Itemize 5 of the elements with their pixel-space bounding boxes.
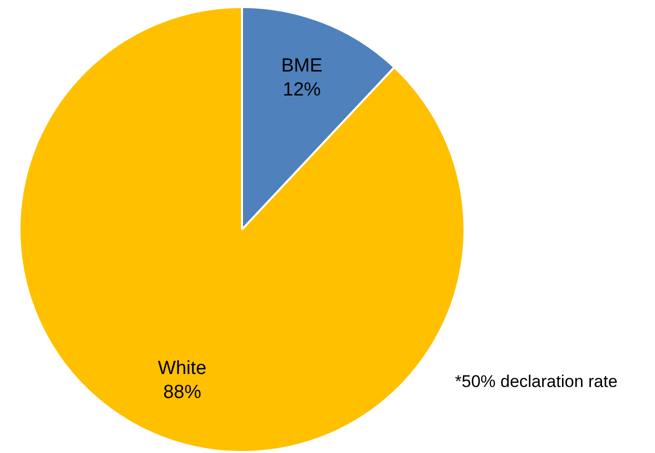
- data-label: 88%: [163, 382, 202, 403]
- data-label: 12%: [282, 80, 321, 101]
- slice-label: BME: [281, 56, 322, 77]
- slice-label: White: [158, 358, 206, 379]
- text: *50% declaration rate: [455, 372, 618, 392]
